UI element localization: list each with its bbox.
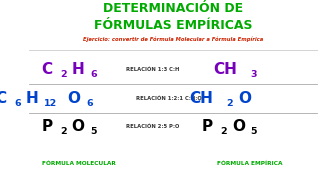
Text: RELACIÓN 2:5 P:O: RELACIÓN 2:5 P:O — [126, 124, 179, 129]
Text: CH: CH — [213, 62, 237, 77]
Text: 2: 2 — [227, 99, 233, 108]
Text: RELACIÓN 1:2:1 C:H:O: RELACIÓN 1:2:1 C:H:O — [136, 96, 202, 101]
Text: RELACIÓN 1:3 C:H: RELACIÓN 1:3 C:H — [126, 67, 179, 72]
Text: P: P — [201, 119, 212, 134]
Text: FÓRMULAS EMPÍRICAS: FÓRMULAS EMPÍRICAS — [94, 19, 252, 32]
Text: 6: 6 — [86, 99, 93, 108]
Text: C: C — [0, 91, 6, 106]
Text: 12: 12 — [44, 99, 58, 108]
Text: 6: 6 — [14, 99, 20, 108]
Text: FÓRMULA EMPÍRICA: FÓRMULA EMPÍRICA — [217, 161, 282, 166]
Text: Ejercicio: convertir de Fórmula Molecular a Fórmula Empírica: Ejercicio: convertir de Fórmula Molecula… — [83, 37, 263, 42]
Text: 2: 2 — [60, 70, 67, 79]
Text: P: P — [41, 119, 52, 134]
Text: C: C — [41, 62, 52, 77]
Text: CH: CH — [189, 91, 213, 106]
Text: 2: 2 — [220, 127, 227, 136]
Text: FÓRMULA MOLECULAR: FÓRMULA MOLECULAR — [42, 161, 116, 166]
Text: O: O — [68, 91, 81, 106]
Text: 2: 2 — [60, 127, 67, 136]
Text: 3: 3 — [251, 70, 257, 79]
Text: 5: 5 — [251, 127, 257, 136]
Text: 5: 5 — [90, 127, 97, 136]
Text: 6: 6 — [90, 70, 97, 79]
Text: H: H — [26, 91, 38, 106]
Text: H: H — [72, 62, 84, 77]
Text: O: O — [232, 119, 245, 134]
Text: O: O — [238, 91, 251, 106]
Text: DETERMINACIÓN DE: DETERMINACIÓN DE — [103, 2, 243, 15]
Text: O: O — [72, 119, 84, 134]
